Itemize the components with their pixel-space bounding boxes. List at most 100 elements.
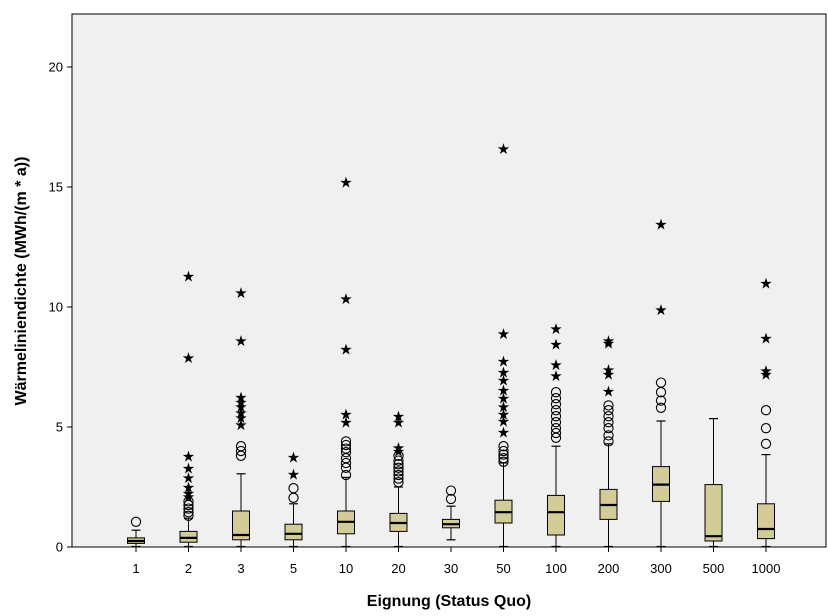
outlier-point (340, 447, 352, 458)
outlier-point (498, 441, 509, 452)
extreme-point: ★ (497, 423, 510, 441)
x-tick-label: 500 (703, 561, 725, 576)
y-axis-title: Wärmeliniendichte (MWh/(m * a)) (13, 157, 30, 406)
x-tick-label: 3 (237, 561, 244, 576)
extreme-point: ★ (497, 372, 510, 390)
extreme-point: ★ (182, 459, 195, 477)
extreme-point: ★ (549, 356, 562, 374)
extreme-point: ★ (234, 393, 247, 411)
box-500 (704, 418, 723, 548)
box-1 (127, 516, 145, 548)
extreme-point: ★ (497, 140, 510, 158)
extreme-point: ★ (287, 465, 300, 483)
outlier-point (183, 503, 194, 514)
extreme-point: ★ (602, 332, 615, 350)
y-axis: 0 5 10 15 20 (49, 60, 72, 555)
outlier-point (183, 510, 194, 521)
extreme-point: ★ (759, 275, 772, 293)
outlier-point (603, 436, 614, 447)
outlier-point (550, 393, 562, 404)
outlier-point (603, 405, 614, 416)
outlier-point (603, 430, 614, 441)
extreme-point: ★ (602, 383, 615, 401)
x-tick-label: 1000 (752, 561, 781, 576)
outlier-point (393, 469, 404, 481)
extreme-point: ★ (182, 469, 195, 487)
x-axis: 1 2 3 5 10 20 30 50 100 200 300 500 1000 (132, 547, 780, 576)
y-tick-label: 15 (49, 180, 63, 195)
box-iqr (284, 523, 303, 541)
x-tick-label: 50 (496, 561, 510, 576)
extreme-point: ★ (759, 362, 772, 380)
extreme-point: ★ (602, 361, 615, 379)
extreme-point: ★ (339, 341, 352, 359)
extreme-point: ★ (182, 447, 195, 465)
outlier-point (340, 439, 352, 451)
outlier-point (445, 493, 457, 505)
extreme-point: ★ (182, 479, 195, 497)
outlier-point (550, 399, 562, 410)
box-30 (442, 485, 460, 541)
extreme-point: ★ (497, 325, 510, 343)
outlier-point (498, 456, 509, 467)
outlier-point (183, 507, 194, 518)
extreme-point: ★ (234, 284, 247, 302)
box-50: ★★★★★★★★★★★ (494, 140, 513, 548)
extreme-point: ★ (549, 367, 562, 385)
outlier-point (603, 423, 614, 434)
outlier-point (393, 459, 404, 470)
outlier-point (445, 485, 457, 496)
plot-area (71, 13, 827, 548)
outlier-point (550, 417, 562, 428)
outlier-point (183, 499, 194, 511)
outlier-point (603, 411, 614, 422)
outlier-point (498, 453, 509, 464)
x-tick-label: 300 (650, 561, 672, 576)
x-tick-label: 100 (545, 561, 567, 576)
outlier-point (498, 449, 509, 460)
extreme-point: ★ (549, 320, 562, 338)
box-iqr (232, 510, 250, 541)
x-tick-label: 1 (132, 561, 139, 576)
outlier-point (655, 402, 667, 413)
outlier-point (550, 423, 562, 434)
box-20: ★★★★ (389, 408, 408, 548)
box-3: ★★★★★★★★ (232, 284, 250, 548)
outlier-point (603, 417, 614, 428)
y-tick-label: 0 (56, 540, 63, 555)
outlier-point (760, 438, 772, 449)
outlier-point (603, 400, 614, 411)
extreme-point: ★ (759, 330, 772, 348)
box-100: ★★★★ (547, 320, 565, 548)
x-tick-label: 20 (391, 561, 405, 576)
outlier-point (288, 483, 299, 494)
box-iqr (704, 484, 723, 542)
extreme-point: ★ (497, 381, 510, 399)
extreme-point: ★ (182, 267, 195, 285)
outlier-point (550, 411, 562, 422)
extreme-point: ★ (392, 408, 405, 426)
extreme-point: ★ (234, 409, 247, 427)
extreme-point: ★ (759, 366, 772, 384)
box-5: ★★ (284, 449, 303, 548)
box-iqr (757, 503, 775, 540)
box-iqr (547, 494, 565, 536)
extreme-point: ★ (392, 443, 405, 461)
extreme-point: ★ (602, 366, 615, 384)
outlier-point (393, 477, 404, 488)
x-tick-label: 2 (185, 561, 192, 576)
extreme-point: ★ (497, 353, 510, 371)
outlier-point (393, 462, 404, 473)
extreme-point: ★ (339, 174, 352, 192)
outlier-point (183, 496, 194, 507)
extreme-point: ★ (602, 335, 615, 353)
outlier-point (340, 469, 352, 481)
x-axis-title: Eignung (Status Quo) (367, 593, 531, 610)
extreme-point: ★ (234, 332, 247, 350)
extreme-point: ★ (339, 290, 352, 308)
extreme-point: ★ (654, 216, 667, 234)
outlier-point (550, 387, 562, 398)
extreme-point: ★ (182, 485, 195, 503)
outlier-point (393, 473, 404, 484)
